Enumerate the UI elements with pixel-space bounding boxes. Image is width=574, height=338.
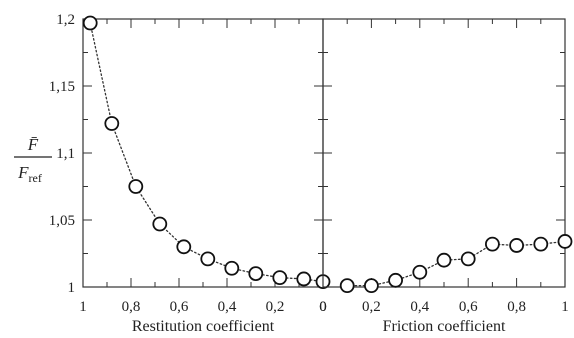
data-point (82, 15, 98, 31)
y-tick-label: 1,1 (56, 146, 75, 162)
y-axis-label: F̄ Fref (14, 135, 52, 185)
data-point (152, 216, 168, 232)
data-point (200, 251, 216, 267)
y-tick-label: 1 (68, 280, 76, 296)
data-point (224, 260, 240, 276)
x-tick-label: 0,6 (459, 299, 478, 315)
data-point (296, 271, 312, 287)
x-tick-label: 0,8 (122, 299, 141, 315)
x-tick-label: 0,4 (218, 299, 237, 315)
data-point (176, 239, 192, 255)
data-point (509, 238, 524, 253)
left-panel-restitution: 1 0,8 0,6 0,4 0,2 0 1 1,05 1,1 1,15 1,2 Restitution… (49, 12, 331, 335)
ylabel-denominator: Fref (17, 163, 42, 185)
plot-frame (82, 18, 324, 288)
right-panel-friction: 0 0,2 0,4 0,6 0,8 1 Friction coefficient (319, 18, 573, 335)
data-point (272, 270, 288, 286)
y-tick-label: 1,05 (49, 213, 75, 229)
data-point (104, 116, 120, 131)
data-point (412, 264, 428, 280)
data-point (339, 278, 355, 294)
x-tick-label: 0,2 (266, 299, 285, 315)
ylabel-numerator: F̄ (27, 135, 39, 154)
x-tick-label: 0,4 (410, 299, 429, 315)
data-point (436, 252, 452, 268)
x-axis-title: Restitution coefficient (132, 318, 275, 335)
data-point (363, 278, 379, 294)
x-tick-label: 0 (319, 299, 327, 315)
x-tick-label: 1 (79, 299, 87, 315)
data-point (484, 236, 500, 252)
y-tick-label: 1,15 (49, 79, 75, 95)
data-point (460, 251, 476, 267)
data-point (128, 179, 144, 194)
y-tick-label: 1,2 (56, 12, 75, 28)
series-line (89, 22, 324, 283)
data-point (533, 236, 549, 252)
x-tick-label: 0,8 (507, 299, 526, 315)
x-axis-title: Friction coefficient (383, 318, 506, 335)
x-tick-label: 0,6 (170, 299, 189, 315)
series-line (346, 240, 566, 287)
data-point (388, 272, 404, 288)
x-tick-label: 0,2 (362, 299, 381, 315)
data-point (557, 234, 573, 249)
plot-frame (322, 18, 566, 288)
data-point (248, 266, 264, 282)
x-tick-label: 1 (561, 299, 569, 315)
x-tick-label: 0 (319, 299, 327, 315)
